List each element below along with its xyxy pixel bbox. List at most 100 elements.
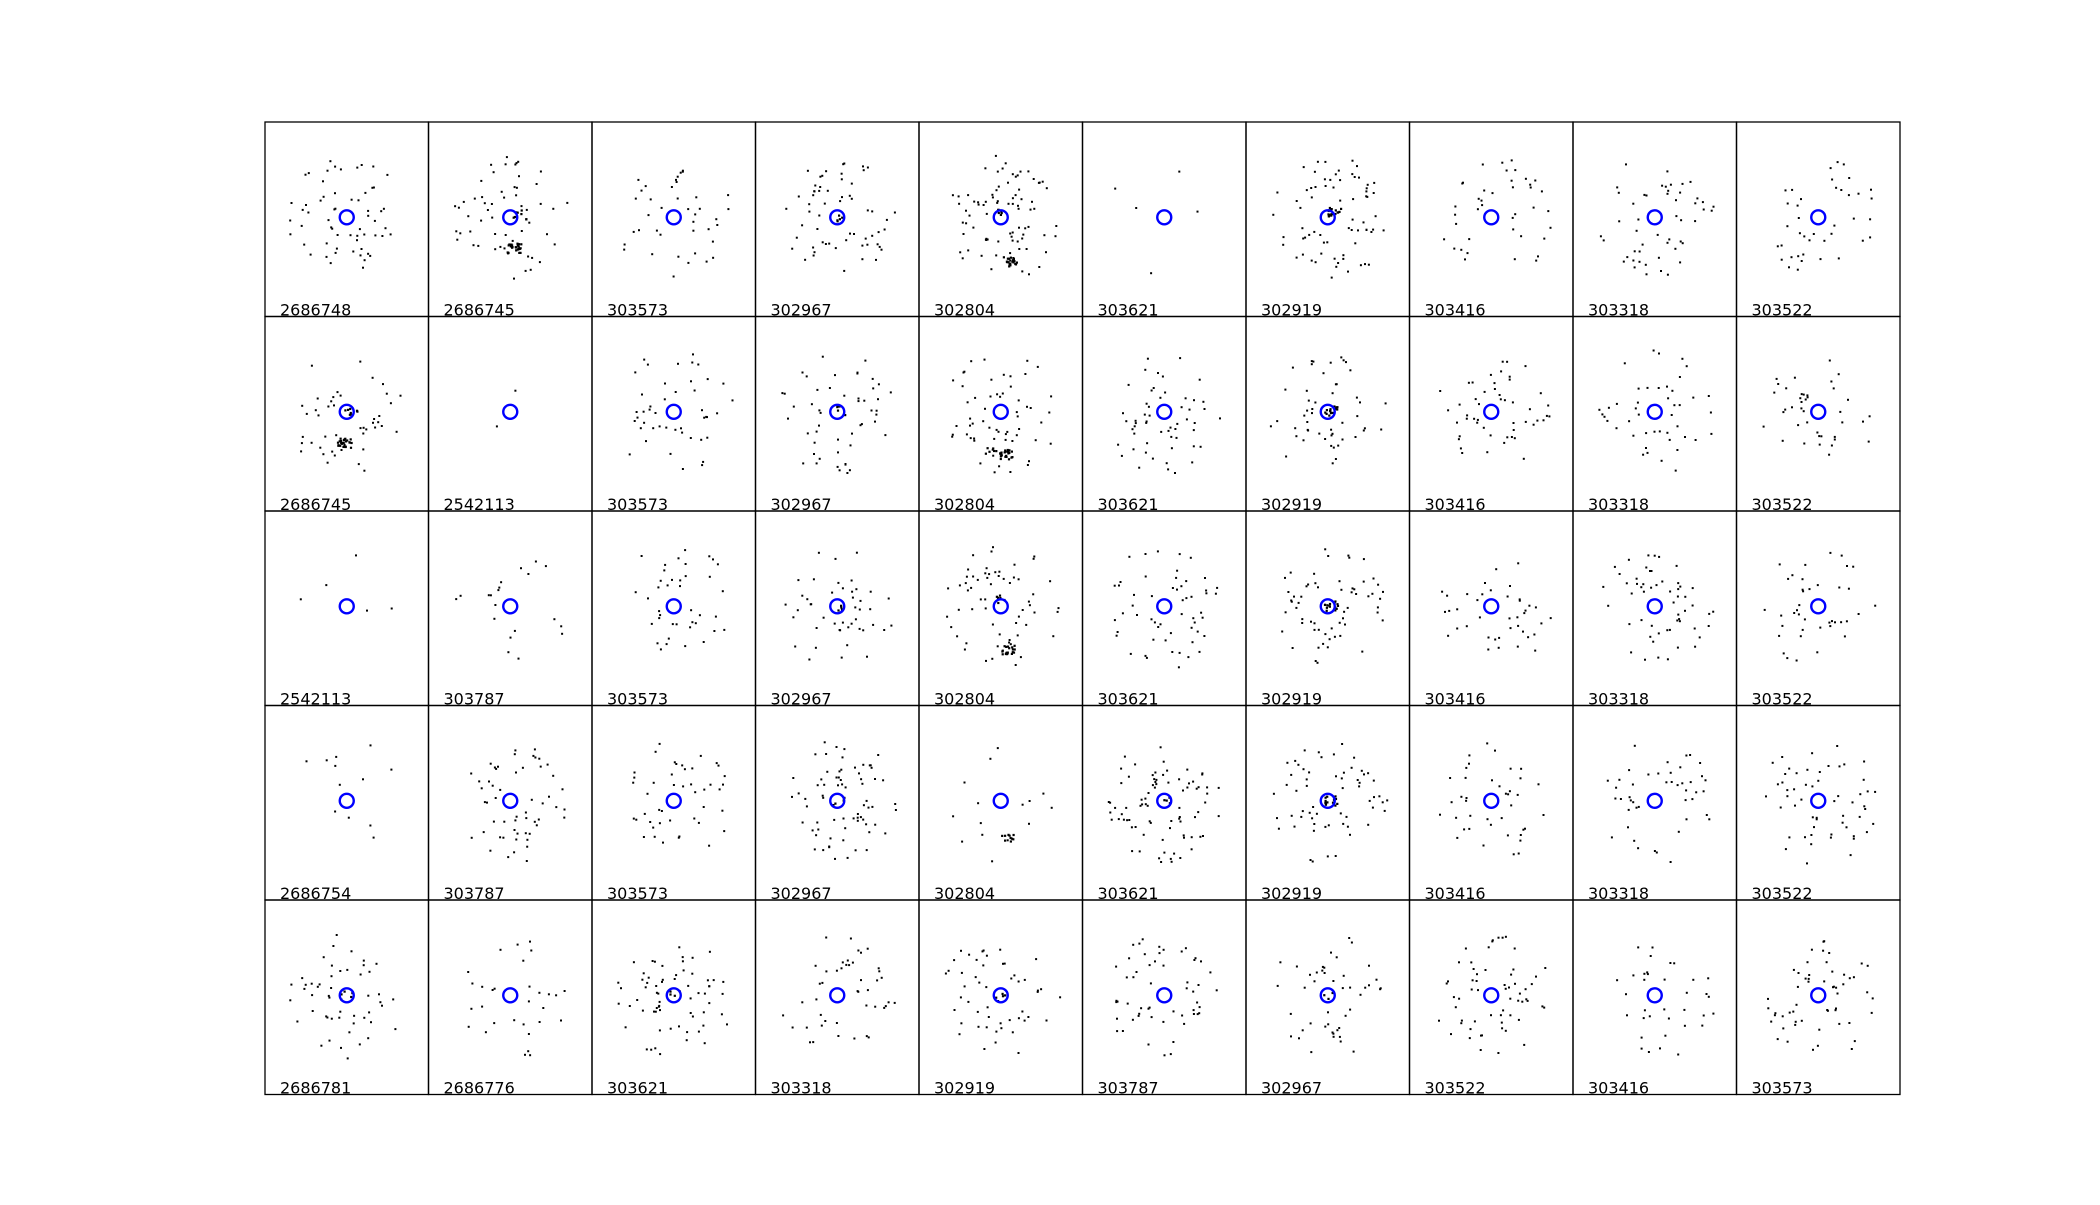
data-point bbox=[1794, 1023, 1797, 1026]
data-point bbox=[702, 1024, 705, 1027]
data-point bbox=[1684, 436, 1686, 438]
data-point bbox=[1197, 811, 1200, 814]
data-point bbox=[867, 1036, 870, 1039]
data-point bbox=[1132, 943, 1135, 946]
panel-label: 303621 bbox=[1098, 690, 1159, 709]
data-point bbox=[301, 435, 304, 438]
data-point bbox=[1705, 814, 1708, 816]
data-point bbox=[1375, 978, 1378, 981]
panel-label: 303573 bbox=[607, 301, 668, 320]
data-point bbox=[1804, 783, 1807, 786]
data-point bbox=[1642, 1017, 1645, 1020]
data-point bbox=[802, 462, 805, 465]
data-point bbox=[1535, 975, 1537, 978]
clump-point bbox=[1324, 803, 1328, 806]
data-point bbox=[953, 1009, 956, 1011]
data-point bbox=[951, 194, 954, 197]
data-point bbox=[1335, 775, 1337, 778]
data-point bbox=[1349, 1008, 1352, 1011]
data-point bbox=[1811, 816, 1814, 819]
data-point bbox=[1313, 628, 1316, 631]
data-point bbox=[671, 578, 673, 581]
data-point bbox=[1692, 978, 1695, 981]
data-point bbox=[680, 427, 682, 430]
data-point bbox=[1297, 763, 1300, 766]
clump-point bbox=[339, 444, 342, 447]
data-point bbox=[1297, 601, 1300, 604]
data-point bbox=[1133, 432, 1136, 435]
clump-point bbox=[1006, 448, 1009, 452]
data-point bbox=[1518, 598, 1521, 601]
data-point bbox=[1472, 968, 1475, 970]
data-point bbox=[1544, 967, 1547, 969]
data-point bbox=[500, 581, 503, 584]
data-point bbox=[528, 832, 531, 835]
data-point bbox=[1831, 178, 1834, 181]
data-point bbox=[389, 233, 392, 236]
data-point bbox=[1125, 420, 1128, 423]
data-point bbox=[1359, 401, 1361, 404]
data-point bbox=[1028, 800, 1031, 802]
data-point bbox=[1670, 414, 1673, 416]
clump-point bbox=[1334, 804, 1337, 807]
data-point bbox=[1707, 995, 1710, 998]
data-point bbox=[1458, 403, 1461, 406]
data-point bbox=[859, 816, 862, 819]
data-point bbox=[1778, 563, 1781, 566]
panel-label: 303416 bbox=[1425, 690, 1486, 709]
data-point bbox=[1689, 180, 1692, 183]
data-point bbox=[809, 603, 812, 606]
data-point bbox=[360, 164, 363, 166]
data-point bbox=[1353, 176, 1356, 178]
data-point bbox=[984, 607, 987, 610]
data-point bbox=[1637, 946, 1640, 949]
data-point bbox=[689, 626, 692, 629]
data-point bbox=[374, 234, 377, 237]
data-point bbox=[1332, 1035, 1335, 1038]
center-marker bbox=[502, 792, 519, 810]
data-point bbox=[1012, 576, 1015, 579]
data-point bbox=[1306, 409, 1309, 412]
data-point bbox=[1362, 558, 1365, 561]
data-point bbox=[991, 623, 994, 626]
center-marker bbox=[1483, 987, 1500, 1004]
data-point bbox=[1019, 170, 1022, 173]
data-point bbox=[1806, 768, 1809, 771]
data-point bbox=[1618, 573, 1621, 575]
data-point bbox=[882, 779, 885, 782]
data-point bbox=[1685, 365, 1688, 368]
data-point bbox=[362, 426, 365, 429]
data-point bbox=[1796, 609, 1798, 612]
data-point bbox=[1661, 184, 1664, 187]
data-point bbox=[1133, 425, 1136, 428]
data-point bbox=[633, 771, 636, 774]
data-point bbox=[1317, 628, 1320, 631]
data-point bbox=[1148, 1006, 1151, 1009]
data-point bbox=[634, 371, 637, 374]
data-point bbox=[855, 588, 858, 591]
data-point bbox=[1500, 817, 1503, 820]
data-point bbox=[1144, 368, 1147, 371]
clump-point bbox=[344, 409, 347, 412]
data-point bbox=[958, 584, 961, 587]
data-point bbox=[1476, 973, 1478, 976]
data-point bbox=[866, 243, 869, 246]
data-point bbox=[1132, 976, 1135, 979]
data-point bbox=[300, 224, 303, 227]
data-point bbox=[370, 1021, 372, 1024]
data-point bbox=[1150, 1016, 1153, 1019]
data-point bbox=[1477, 989, 1479, 992]
data-point bbox=[1026, 405, 1028, 408]
data-point bbox=[1521, 1000, 1524, 1003]
data-point bbox=[1820, 435, 1823, 438]
data-point bbox=[1870, 188, 1872, 191]
data-point bbox=[813, 190, 816, 193]
data-point bbox=[1450, 1033, 1452, 1036]
data-point bbox=[1131, 1018, 1134, 1021]
data-point bbox=[1035, 958, 1038, 961]
clump-point bbox=[516, 211, 519, 214]
data-point bbox=[1286, 761, 1289, 764]
data-point bbox=[815, 430, 818, 433]
data-point bbox=[1320, 756, 1323, 759]
data-point bbox=[1476, 599, 1479, 602]
